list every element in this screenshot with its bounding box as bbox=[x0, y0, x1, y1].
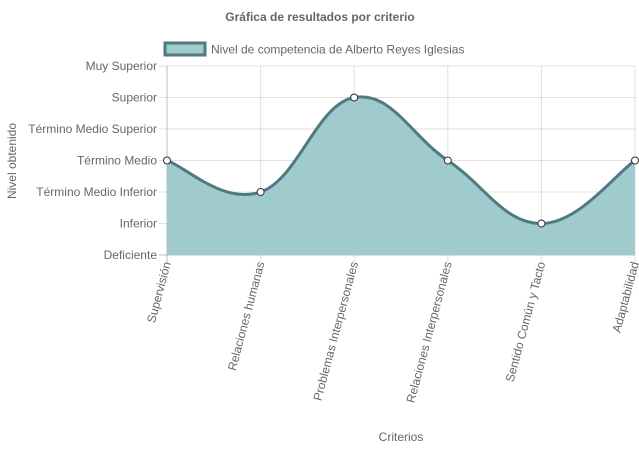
x-axis-title: Criterios bbox=[379, 430, 424, 444]
legend[interactable]: Nivel de competencia de Alberto Reyes Ig… bbox=[163, 41, 464, 57]
legend-label: Nivel de competencia de Alberto Reyes Ig… bbox=[211, 43, 464, 57]
data-point[interactable] bbox=[256, 188, 265, 196]
y-tick-label: Muy Superior bbox=[86, 59, 157, 73]
y-axis-title: Nivel obtenido bbox=[5, 123, 19, 199]
series-area bbox=[167, 96, 635, 255]
data-points bbox=[163, 93, 639, 228]
y-tick-label: Término Medio bbox=[77, 154, 157, 168]
data-point[interactable] bbox=[163, 156, 171, 165]
y-axis-ticks: Deficiente Inferior Término Medio Inferior… bbox=[28, 59, 157, 262]
x-tick-label: Relaciones humanas bbox=[225, 260, 268, 372]
y-tick-label: Término Medio Superior bbox=[28, 122, 157, 136]
x-tick-label: Supervisión bbox=[144, 260, 174, 324]
chart-title: Gráfica de resultados por criterio bbox=[225, 10, 414, 24]
x-tick-label: Adaptabilidad bbox=[610, 260, 639, 334]
data-point[interactable] bbox=[537, 219, 546, 228]
x-tick-label: Problemas Interpersonales bbox=[310, 260, 361, 402]
data-point[interactable] bbox=[350, 93, 359, 102]
x-tick-label: Relaciones Interpersonales bbox=[404, 260, 455, 404]
data-point[interactable] bbox=[443, 156, 452, 165]
y-tick-label: Inferior bbox=[120, 217, 157, 231]
x-axis-ticks: Supervisión Relaciones humanas Problemas I… bbox=[144, 260, 639, 404]
y-tick-label: Superior bbox=[112, 91, 157, 105]
y-tick-label: Término Medio Inferior bbox=[36, 185, 157, 199]
legend-swatch bbox=[163, 41, 207, 57]
x-tick-label: Sentido Común y Tacto bbox=[503, 260, 549, 384]
data-point[interactable] bbox=[631, 156, 639, 165]
y-tick-label: Deficiente bbox=[104, 248, 158, 262]
